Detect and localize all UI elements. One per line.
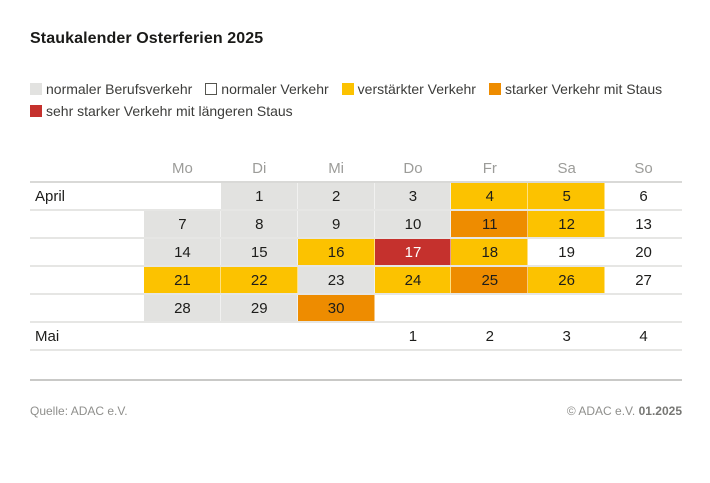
legend-row-1: normaler Berufsverkehr normaler Verkehr …	[30, 81, 690, 97]
month-label-cell	[30, 295, 144, 323]
day-cell: 3	[528, 323, 606, 351]
weekday-header-mo: Mo	[144, 155, 221, 183]
orange-swatch-icon	[488, 83, 501, 95]
legend-label: starker Verkehr mit Staus	[504, 81, 663, 97]
month-label-cell	[30, 239, 144, 267]
edition-label: 01.2025	[638, 404, 682, 418]
day-cell: 23	[297, 267, 375, 295]
day-cell: 4	[451, 183, 529, 211]
calendar-week-row: Mai 1 2 3 4	[30, 323, 682, 351]
day-cell: 9	[297, 211, 375, 239]
day-cell: 2	[297, 183, 375, 211]
day-cell: 14	[144, 239, 221, 267]
day-cell: 25	[451, 267, 529, 295]
month-column-header	[30, 155, 144, 183]
weekday-header-so: So	[605, 155, 682, 183]
day-cell: 3	[374, 183, 452, 211]
day-cell: 28	[144, 295, 221, 323]
legend-label: verstärkter Verkehr	[357, 81, 476, 97]
day-cell: 8	[220, 211, 298, 239]
footer-divider	[30, 379, 682, 381]
day-cell: 30	[297, 295, 375, 323]
day-cell	[220, 323, 298, 351]
legend-label: sehr starker Verkehr mit längeren Staus	[46, 103, 293, 119]
gray-swatch-icon	[30, 83, 42, 95]
month-label-cell: Mai	[30, 323, 144, 351]
calendar-week-row: 14 15 16 17 18 19 20	[30, 239, 682, 267]
month-label-cell	[30, 211, 144, 239]
legend-item-sehr-starker-verkehr: sehr starker Verkehr mit längeren Staus	[30, 103, 293, 119]
day-cell	[605, 295, 682, 323]
month-label-cell	[30, 267, 144, 295]
copyright-text: © ADAC e.V.	[566, 404, 636, 418]
legend: normaler Berufsverkehr normaler Verkehr …	[30, 81, 690, 125]
day-cell	[297, 323, 375, 351]
red-swatch-icon	[30, 105, 42, 117]
legend-item-starker-verkehr: starker Verkehr mit Staus	[488, 81, 663, 97]
legend-item-normaler-verkehr: normaler Verkehr	[205, 81, 329, 97]
weekday-header-do: Do	[374, 155, 452, 183]
legend-label: normaler Berufsverkehr	[46, 81, 193, 97]
day-cell: 11	[451, 211, 529, 239]
day-cell: 19	[528, 239, 606, 267]
copyright-note: © ADAC e.V. 01.2025	[567, 404, 682, 418]
source-note: Quelle: ADAC e.V.	[30, 404, 128, 418]
day-cell: 22	[220, 267, 298, 295]
calendar-week-row: 7 8 9 10 11 12 13	[30, 211, 682, 239]
day-cell: 26	[528, 267, 606, 295]
day-cell: 15	[220, 239, 298, 267]
legend-label: normaler Verkehr	[221, 81, 329, 97]
day-cell: 13	[605, 211, 682, 239]
day-cell	[144, 183, 221, 211]
day-cell	[528, 295, 606, 323]
day-cell	[451, 295, 529, 323]
weekday-header-fr: Fr	[451, 155, 529, 183]
day-cell: 24	[374, 267, 452, 295]
day-cell: 1	[220, 183, 298, 211]
page-title: Staukalender Osterferien 2025	[30, 30, 264, 47]
calendar-week-row: 28 29 30	[30, 295, 682, 323]
day-cell: 5	[528, 183, 606, 211]
yellow-swatch-icon	[341, 83, 354, 95]
day-cell: 6	[605, 183, 682, 211]
day-cell: 1	[374, 323, 452, 351]
traffic-calendar: Mo Di Mi Do Fr Sa So April 1 2 3 4 5 6 7 8 9 10 11…	[30, 155, 682, 351]
day-cell: 18	[451, 239, 529, 267]
weekday-header-sa: Sa	[528, 155, 606, 183]
white-swatch-icon	[205, 83, 218, 95]
day-cell: 27	[605, 267, 682, 295]
calendar-week-row: April 1 2 3 4 5 6	[30, 183, 682, 211]
legend-row-2: sehr starker Verkehr mit längeren Staus	[30, 103, 690, 119]
legend-item-berufsverkehr: normaler Berufsverkehr	[30, 81, 192, 97]
day-cell: 20	[605, 239, 682, 267]
day-cell: 2	[451, 323, 529, 351]
legend-item-verstaerkter-verkehr: verstärkter Verkehr	[341, 81, 476, 97]
weekday-header-di: Di	[220, 155, 298, 183]
day-cell: 12	[528, 211, 606, 239]
day-cell: 17	[374, 239, 452, 267]
calendar-week-row: 21 22 23 24 25 26 27	[30, 267, 682, 295]
month-label-cell: April	[30, 183, 144, 211]
day-cell: 4	[605, 323, 682, 351]
day-cell: 21	[144, 267, 221, 295]
day-cell: 10	[374, 211, 452, 239]
day-cell	[374, 295, 452, 323]
weekday-header-row: Mo Di Mi Do Fr Sa So	[30, 155, 682, 183]
day-cell: 29	[220, 295, 298, 323]
weekday-header-mi: Mi	[297, 155, 375, 183]
day-cell: 16	[297, 239, 375, 267]
day-cell	[144, 323, 221, 351]
day-cell: 7	[144, 211, 221, 239]
